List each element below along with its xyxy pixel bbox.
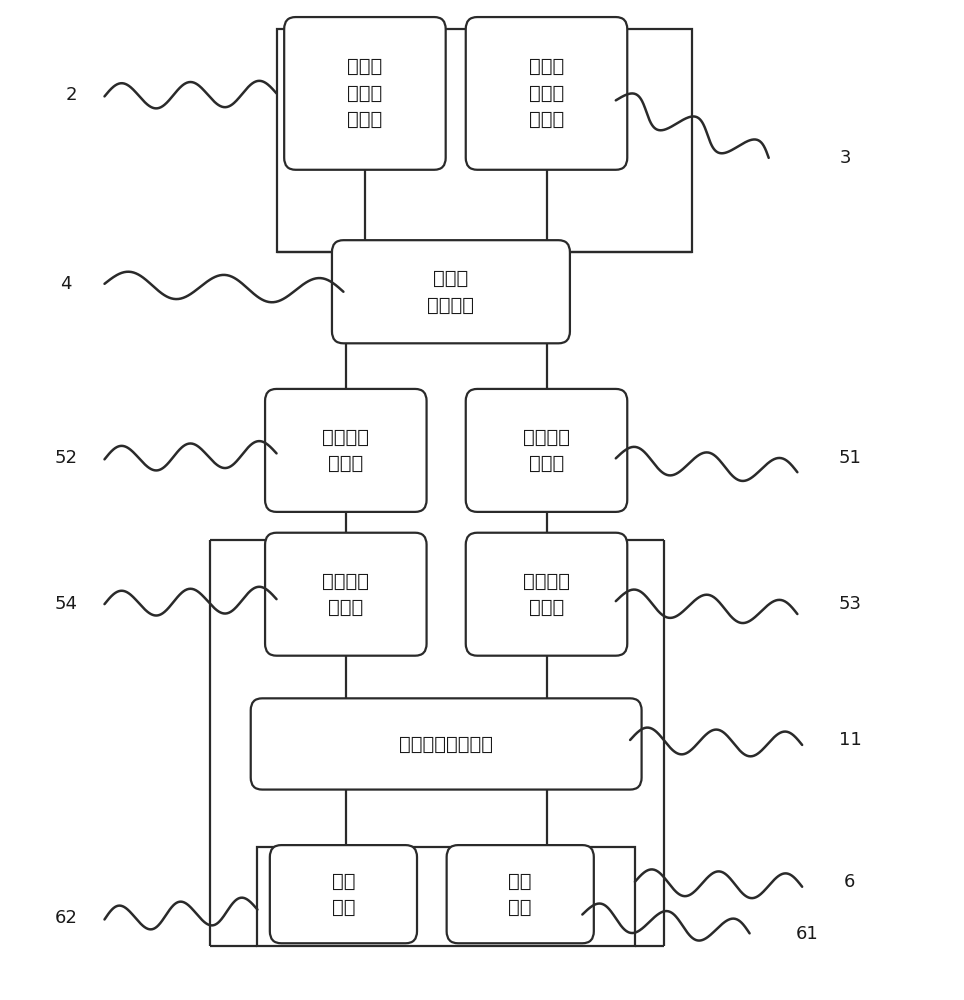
Text: 2: 2 — [66, 86, 77, 104]
Text: 6: 6 — [844, 873, 856, 891]
FancyBboxPatch shape — [466, 533, 628, 656]
Text: 51: 51 — [839, 449, 862, 467]
FancyBboxPatch shape — [284, 17, 445, 170]
Bar — [277, 29, 692, 252]
Text: 关闭
按键: 关闭 按键 — [332, 871, 355, 917]
Text: 61: 61 — [795, 925, 818, 943]
Text: 53: 53 — [839, 595, 862, 613]
Text: 单片机
控制电路: 单片机 控制电路 — [427, 269, 474, 314]
Text: 62: 62 — [55, 909, 78, 927]
Bar — [257, 847, 635, 946]
Text: 控制关闭
继电器: 控制关闭 继电器 — [322, 571, 369, 617]
Text: 54: 54 — [55, 595, 78, 613]
FancyBboxPatch shape — [265, 389, 427, 512]
FancyBboxPatch shape — [466, 389, 628, 512]
Text: 打开位
置压力
传感器: 打开位 置压力 传感器 — [347, 57, 383, 129]
FancyBboxPatch shape — [332, 240, 570, 343]
Text: 3: 3 — [840, 149, 851, 167]
FancyBboxPatch shape — [446, 845, 594, 943]
FancyBboxPatch shape — [251, 698, 642, 790]
FancyBboxPatch shape — [466, 17, 628, 170]
Text: 控制打开
继电器: 控制打开 继电器 — [523, 571, 570, 617]
Text: 开启
按键: 开启 按键 — [508, 871, 532, 917]
FancyBboxPatch shape — [265, 533, 427, 656]
Text: 关闭位
置压力
传感器: 关闭位 置压力 传感器 — [529, 57, 564, 129]
FancyBboxPatch shape — [270, 845, 417, 943]
Text: 11: 11 — [839, 731, 861, 749]
Text: 打开位置
继电器: 打开位置 继电器 — [523, 428, 570, 473]
Text: 52: 52 — [55, 449, 78, 467]
Text: 双出轴式直流电机: 双出轴式直流电机 — [399, 734, 494, 753]
Text: 关闭位置
继电器: 关闭位置 继电器 — [322, 428, 369, 473]
Text: 4: 4 — [61, 275, 72, 293]
